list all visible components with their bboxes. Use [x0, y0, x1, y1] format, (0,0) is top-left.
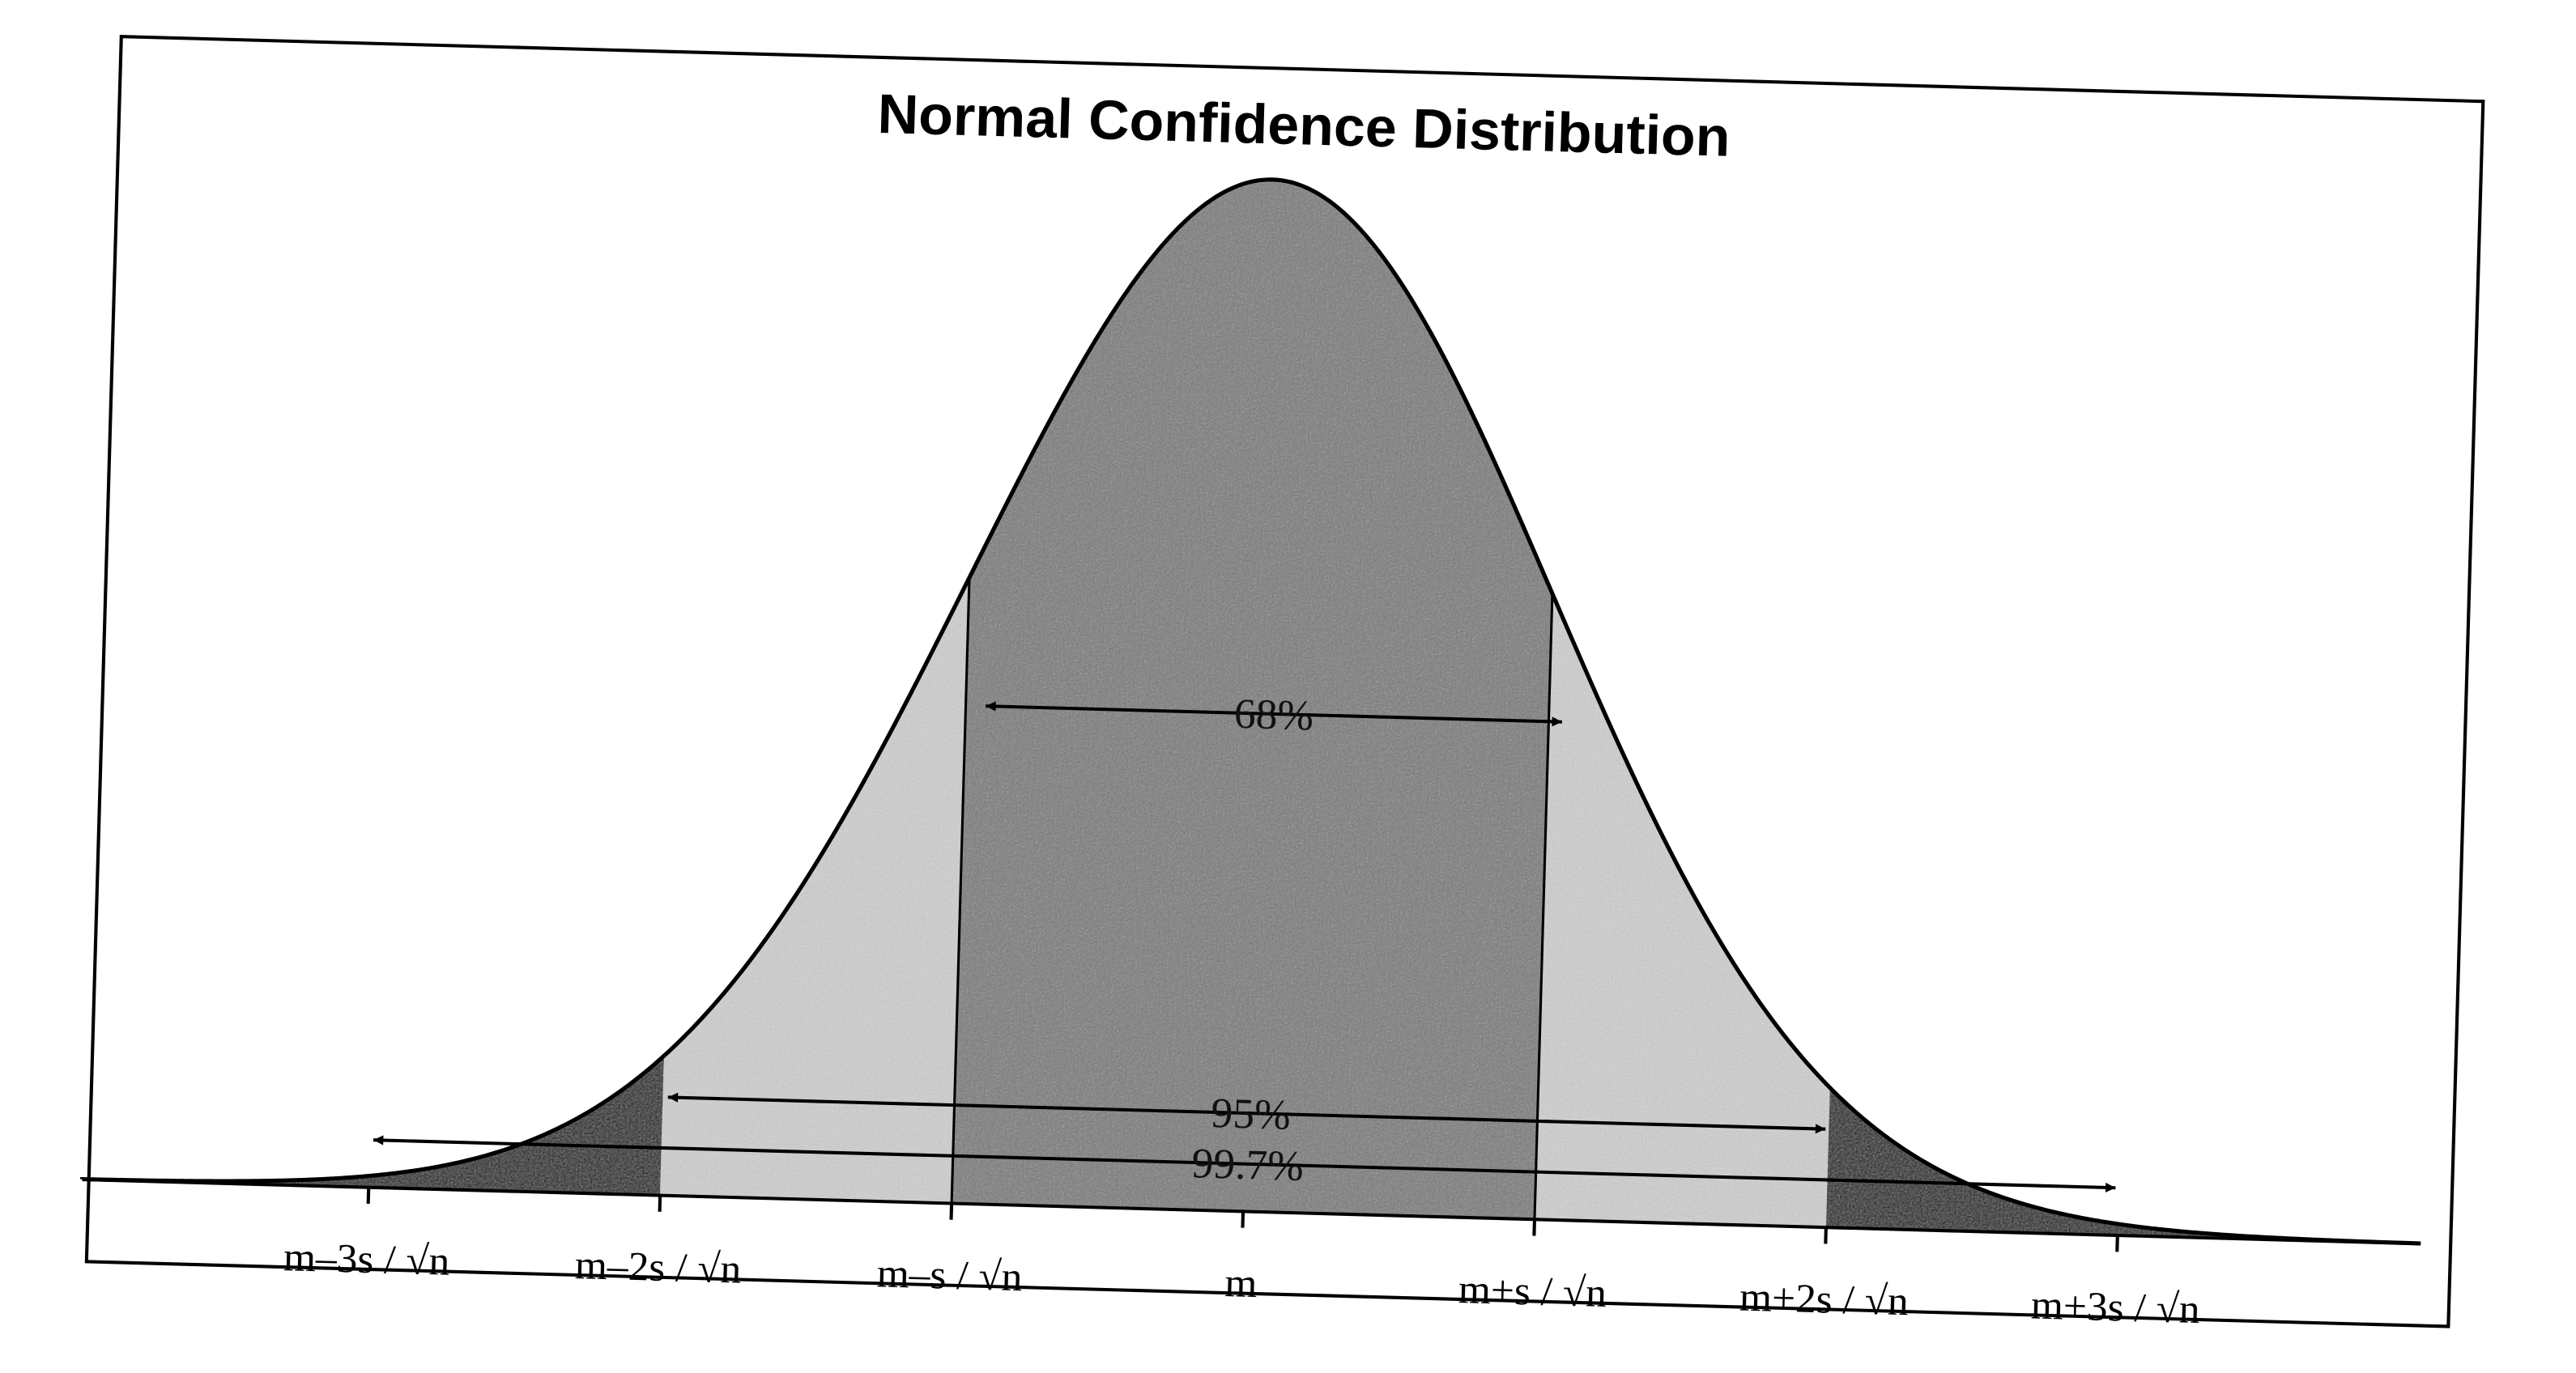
tick [658, 1195, 662, 1212]
interval-label: 99.7% [1191, 1141, 1305, 1190]
arrow-99-7 [373, 1135, 2116, 1193]
tick [1532, 1219, 1537, 1236]
tick [366, 1187, 371, 1205]
tail-region [1825, 1087, 2421, 1244]
x-label: m [1224, 1260, 1258, 1307]
tick [2115, 1235, 2119, 1252]
x-label: m–3s / √n [283, 1235, 450, 1284]
arrow-95 [667, 1092, 1826, 1134]
one-sigma-region [952, 179, 1552, 1220]
x-label: m+3s / √n [2030, 1283, 2200, 1333]
x-label: m+2s / √n [1739, 1275, 1909, 1324]
x-label: m+s / √n [1458, 1267, 1607, 1316]
tick [1241, 1211, 1245, 1228]
title: Normal Confidence Distribution [877, 82, 1731, 168]
arrow-68 [986, 701, 1562, 727]
figure-body: m–3s / √n m–2s / √n m–s / √n m m+s / √n m+2s … [79, 35, 2485, 1333]
regions [82, 179, 2421, 1244]
interval-label: 95% [1211, 1090, 1292, 1138]
x-label: m–2s / √n [574, 1243, 742, 1292]
two-sigma-region [660, 577, 970, 1204]
x-label: m–s / √n [876, 1252, 1023, 1300]
ticks: m–3s / √n m–2s / √n m–s / √n m m+s / √n m+2s … [283, 1187, 2200, 1333]
two-sigma-region [1534, 593, 1830, 1228]
interval-label: 68% [1233, 691, 1314, 739]
tick [1824, 1227, 1828, 1244]
frame [84, 35, 2485, 1328]
